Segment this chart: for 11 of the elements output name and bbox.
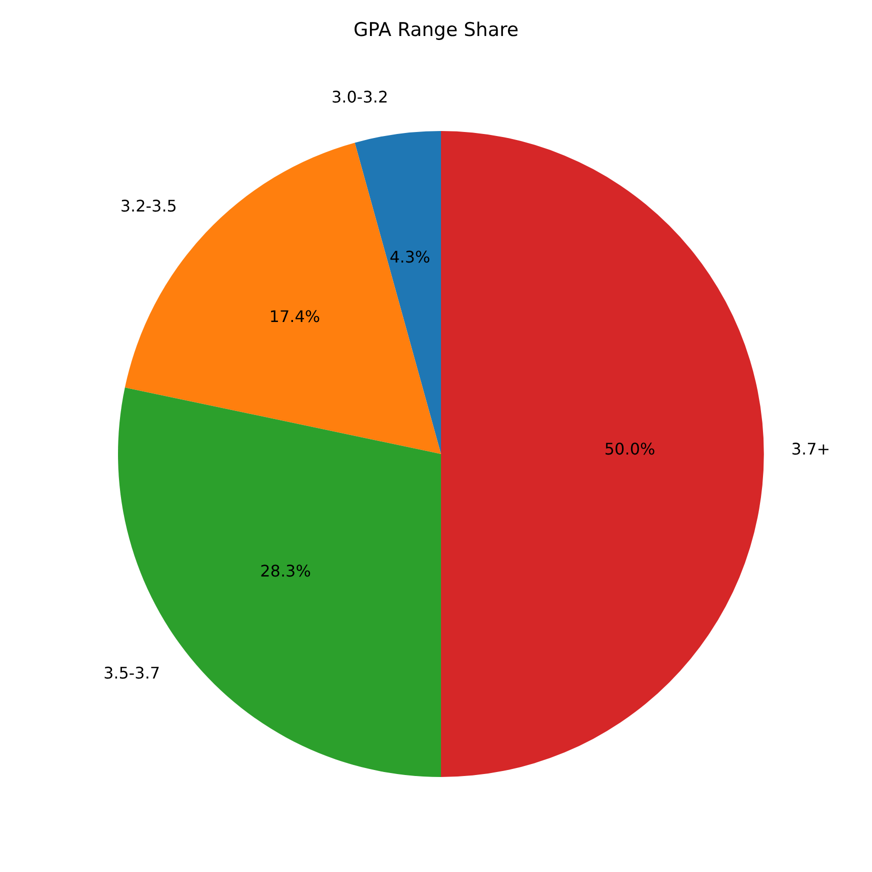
chart-title: GPA Range Share (353, 19, 519, 41)
pie-slice (441, 131, 764, 777)
data-label: 28.3% (260, 562, 311, 581)
data-label: 50.0% (604, 440, 656, 458)
pie-slice (354, 131, 441, 454)
slice-label: 3.0-3.2 (331, 87, 388, 106)
slice-label: 3.5-3.7 (103, 663, 160, 682)
data-label: 4.3% (390, 247, 430, 266)
slice-label: 3.2-3.5 (120, 196, 177, 216)
data-label: 17.4% (269, 306, 320, 326)
slice-label: 3.7+ (791, 440, 830, 458)
